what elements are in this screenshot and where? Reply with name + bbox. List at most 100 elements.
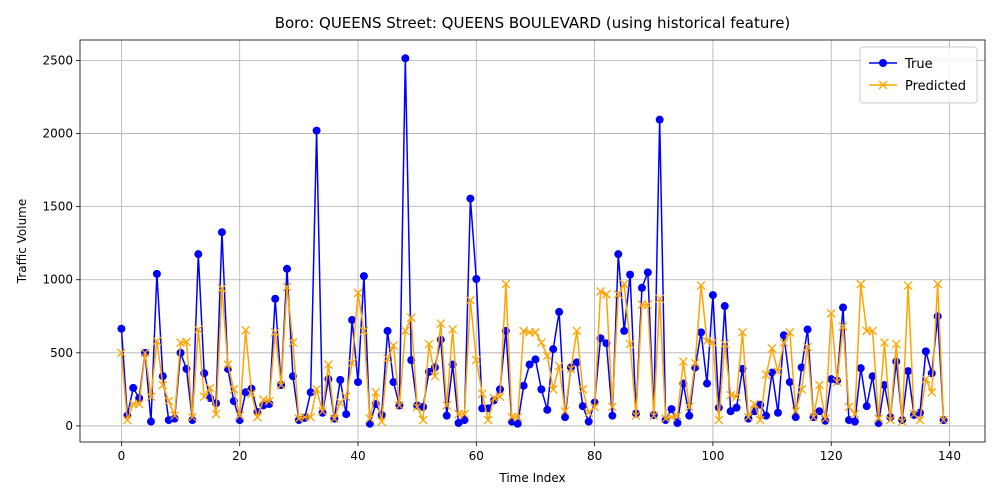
data-point bbox=[336, 375, 345, 384]
data-point bbox=[820, 414, 830, 424]
data-point bbox=[134, 399, 144, 409]
data-point bbox=[519, 381, 528, 390]
series-layer bbox=[116, 54, 949, 428]
data-point bbox=[885, 415, 895, 425]
data-point bbox=[844, 402, 854, 412]
data-point bbox=[412, 402, 422, 412]
data-point bbox=[826, 308, 836, 318]
data-point bbox=[696, 281, 706, 291]
x-axis-label: Time Index bbox=[498, 471, 565, 485]
y-tick-label: 500 bbox=[50, 346, 73, 360]
data-point bbox=[418, 415, 428, 425]
data-point bbox=[383, 326, 392, 335]
data-point bbox=[265, 399, 274, 408]
data-point bbox=[537, 385, 546, 394]
data-point bbox=[874, 418, 883, 427]
data-point bbox=[235, 411, 245, 421]
data-point bbox=[483, 415, 493, 425]
data-point bbox=[318, 406, 327, 416]
data-point bbox=[448, 324, 458, 334]
data-point bbox=[832, 377, 842, 387]
data-point bbox=[744, 414, 753, 423]
data-point bbox=[271, 294, 280, 303]
data-point bbox=[803, 342, 813, 352]
data-point bbox=[678, 357, 688, 367]
data-point bbox=[566, 364, 576, 374]
data-point bbox=[720, 302, 729, 311]
y-tick-label: 2500 bbox=[42, 53, 73, 67]
data-point bbox=[306, 388, 315, 397]
data-point bbox=[122, 415, 132, 425]
y-tick-label: 1500 bbox=[42, 200, 73, 214]
data-point bbox=[117, 324, 126, 333]
data-point bbox=[329, 414, 339, 424]
data-point bbox=[838, 322, 848, 331]
data-point bbox=[903, 281, 913, 291]
x-tick-label: 80 bbox=[587, 449, 602, 463]
data-point bbox=[377, 417, 387, 426]
data-point bbox=[146, 417, 155, 426]
data-point bbox=[761, 370, 771, 380]
data-point bbox=[933, 312, 942, 321]
data-point bbox=[466, 194, 475, 203]
data-point bbox=[939, 415, 949, 425]
data-point bbox=[312, 126, 321, 135]
data-point bbox=[809, 412, 818, 422]
data-point bbox=[667, 405, 676, 414]
x-tick-label: 60 bbox=[469, 449, 484, 463]
data-point bbox=[773, 408, 782, 417]
data-point bbox=[773, 367, 783, 377]
data-point bbox=[170, 414, 179, 423]
data-point bbox=[129, 383, 138, 392]
data-point bbox=[708, 291, 717, 300]
data-point bbox=[536, 338, 546, 348]
data-point bbox=[685, 411, 694, 420]
data-point bbox=[348, 315, 357, 324]
data-point bbox=[288, 338, 298, 348]
data-point bbox=[921, 347, 930, 356]
x-tick-label: 40 bbox=[350, 449, 365, 463]
data-point bbox=[904, 367, 913, 376]
data-point bbox=[495, 392, 505, 402]
data-point bbox=[785, 327, 795, 337]
data-point bbox=[856, 279, 866, 289]
data-point bbox=[814, 380, 824, 390]
data-point bbox=[170, 411, 180, 421]
data-point bbox=[430, 371, 440, 381]
data-point bbox=[217, 284, 227, 293]
data-point bbox=[353, 288, 363, 298]
data-point bbox=[690, 358, 700, 368]
data-point bbox=[607, 402, 617, 412]
y-axis-ticks: 0 500 1000 1500 2000 2500 bbox=[42, 53, 80, 433]
data-point bbox=[359, 272, 368, 281]
data-point bbox=[921, 374, 931, 384]
data-point bbox=[596, 286, 605, 296]
data-point bbox=[542, 351, 552, 361]
data-point bbox=[342, 410, 351, 419]
y-tick-label: 1000 bbox=[42, 273, 73, 287]
data-point bbox=[821, 416, 830, 425]
data-point bbox=[424, 339, 434, 349]
data-point bbox=[631, 411, 641, 421]
data-point bbox=[354, 378, 363, 387]
data-point bbox=[791, 406, 801, 416]
legend: True Predicted bbox=[859, 46, 978, 104]
data-point bbox=[755, 415, 765, 425]
data-point bbox=[850, 409, 860, 419]
data-point bbox=[465, 295, 475, 305]
data-point bbox=[283, 264, 292, 273]
data-point bbox=[205, 383, 215, 393]
data-point bbox=[749, 399, 759, 409]
data-point bbox=[513, 412, 523, 422]
data-point bbox=[561, 413, 570, 422]
data-point bbox=[394, 400, 404, 410]
data-point bbox=[850, 417, 859, 426]
legend-item-true: True bbox=[869, 57, 933, 72]
data-point bbox=[442, 411, 451, 420]
data-point bbox=[264, 396, 274, 406]
data-point bbox=[146, 392, 156, 402]
data-point bbox=[643, 300, 653, 310]
data-point bbox=[626, 270, 635, 279]
data-point bbox=[732, 403, 741, 412]
chart-title: Boro: QUEENS Street: QUEENS BOULEVARD (u… bbox=[275, 14, 791, 32]
